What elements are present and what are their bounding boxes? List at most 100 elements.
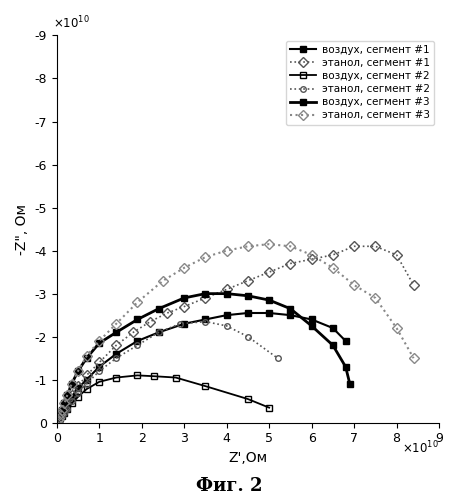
этанол, сегмент #2 (135, 342, 140, 348)
воздух, сегмент #3 (330, 342, 336, 348)
этанол, сегмент #1 (55, 418, 60, 424)
воздух, сегмент #1 (97, 364, 102, 370)
этанол, сегмент #1 (351, 244, 357, 250)
этанол, сегмент #1 (245, 278, 251, 283)
воздух, сегмент #2 (267, 404, 272, 410)
воздух, сегмент #2 (56, 417, 62, 423)
воздух, сегмент #2 (114, 374, 119, 380)
этанол, сегмент #2 (75, 390, 81, 396)
воздух, сегмент #2 (173, 374, 179, 380)
воздух, сегмент #3 (181, 295, 187, 301)
Line: воздух, сегмент #1: воздух, сегмент #1 (54, 310, 349, 426)
воздух, сегмент #3 (59, 407, 65, 413)
этанол, сегмент #1 (69, 392, 74, 398)
этанол, сегмент #1 (330, 252, 336, 258)
этанол, сегмент #1 (224, 286, 229, 292)
этанол, сегмент #1 (97, 360, 102, 366)
воздух, сегмент #1 (57, 414, 63, 420)
этанол, сегмент #1 (147, 318, 153, 324)
Text: $\times 10^{10}$: $\times 10^{10}$ (402, 440, 439, 456)
этанол, сегмент #1 (309, 256, 314, 262)
Line: этанол, сегмент #2: этанол, сегмент #2 (54, 319, 280, 426)
этанол, сегмент #2 (69, 398, 74, 404)
воздух, сегмент #3 (97, 340, 102, 346)
этанол, сегмент #3 (181, 265, 187, 271)
этанол, сегмент #2 (275, 355, 280, 361)
этанол, сегмент #1 (411, 282, 416, 288)
этанол, сегмент #3 (309, 252, 314, 258)
этанол, сегмент #3 (57, 411, 63, 417)
этанол, сегмент #3 (69, 381, 74, 387)
воздух, сегмент #3 (84, 355, 89, 361)
этанол, сегмент #1 (59, 410, 65, 416)
воздух, сегмент #1 (343, 338, 349, 344)
этанол, сегмент #3 (97, 338, 102, 344)
воздух, сегмент #3 (57, 411, 63, 417)
воздух, сегмент #1 (69, 394, 74, 400)
Text: $\times 10^{10}$: $\times 10^{10}$ (53, 15, 90, 32)
этанол, сегмент #2 (65, 406, 70, 412)
этанол, сегмент #3 (411, 355, 416, 361)
этанол, сегмент #3 (59, 407, 65, 413)
этанол, сегмент #1 (181, 304, 187, 310)
этанол, сегмент #3 (75, 368, 81, 374)
воздух, сегмент #2 (245, 396, 251, 402)
этанол, сегмент #3 (65, 392, 70, 398)
воздух, сегмент #1 (75, 386, 81, 392)
Line: этанол, сегмент #1: этанол, сегмент #1 (53, 243, 417, 426)
этанол, сегмент #3 (54, 420, 60, 426)
этанол, сегмент #1 (394, 252, 399, 258)
этанол, сегмент #3 (114, 321, 119, 327)
воздух, сегмент #3 (267, 297, 272, 303)
этанол, сегмент #2 (59, 414, 65, 420)
X-axis label: Z',Ом: Z',Ом (229, 451, 267, 465)
этанол, сегмент #3 (224, 248, 229, 254)
воздух, сегмент #3 (245, 293, 251, 299)
этанол, сегмент #1 (65, 400, 70, 406)
этанол, сегмент #3 (135, 299, 140, 305)
воздух, сегмент #1 (114, 351, 119, 357)
этанол, сегмент #2 (224, 323, 229, 329)
воздух, сегмент #2 (97, 379, 102, 385)
Legend: воздух, сегмент #1, этанол, сегмент #1, воздух, сегмент #2, этанол, сегмент #2, : воздух, сегмент #1, этанол, сегмент #1, … (286, 40, 434, 124)
воздух, сегмент #2 (152, 373, 157, 379)
воздух, сегмент #3 (288, 306, 293, 312)
воздух, сегмент #3 (55, 417, 60, 423)
воздух, сегмент #1 (135, 338, 140, 344)
этанол, сегмент #1 (164, 310, 170, 316)
воздух, сегмент #1 (55, 418, 60, 424)
воздух, сегмент #3 (156, 306, 162, 312)
этанол, сегмент #1 (203, 295, 208, 301)
этанол, сегмент #1 (267, 269, 272, 275)
этанол, сегмент #2 (62, 410, 67, 416)
воздух, сегмент #2 (62, 410, 67, 416)
этанол, сегмент #2 (55, 418, 60, 424)
воздух, сегмент #1 (330, 325, 336, 331)
воздух, сегмент #1 (156, 330, 162, 336)
этанол, сегмент #2 (177, 321, 183, 327)
воздух, сегмент #3 (135, 316, 140, 322)
воздух, сегмент #3 (347, 381, 353, 387)
Text: Фиг. 2: Фиг. 2 (196, 477, 262, 495)
воздух, сегмент #3 (56, 414, 62, 420)
этанол, сегмент #3 (394, 325, 399, 331)
этанол, сегмент #1 (114, 342, 119, 348)
воздух, сегмент #3 (62, 400, 67, 406)
воздух, сегмент #2 (59, 414, 65, 420)
воздух, сегмент #2 (55, 418, 60, 424)
этанол, сегмент #2 (84, 381, 89, 387)
этанол, сегмент #2 (245, 334, 251, 340)
этанол, сегмент #3 (245, 244, 251, 250)
воздух, сегмент #2 (84, 386, 89, 392)
воздух, сегмент #1 (56, 416, 62, 422)
этанол, сегмент #1 (373, 244, 378, 250)
этанол, сегмент #3 (373, 295, 378, 301)
воздух, сегмент #3 (343, 364, 349, 370)
воздух, сегмент #1 (309, 316, 314, 322)
этанол, сегмент #1 (54, 420, 60, 426)
воздух, сегмент #3 (65, 392, 70, 398)
этанол, сегмент #3 (203, 254, 208, 260)
этанол, сегмент #1 (56, 416, 62, 422)
этанол, сегмент #1 (288, 260, 293, 266)
воздух, сегмент #3 (309, 323, 314, 329)
